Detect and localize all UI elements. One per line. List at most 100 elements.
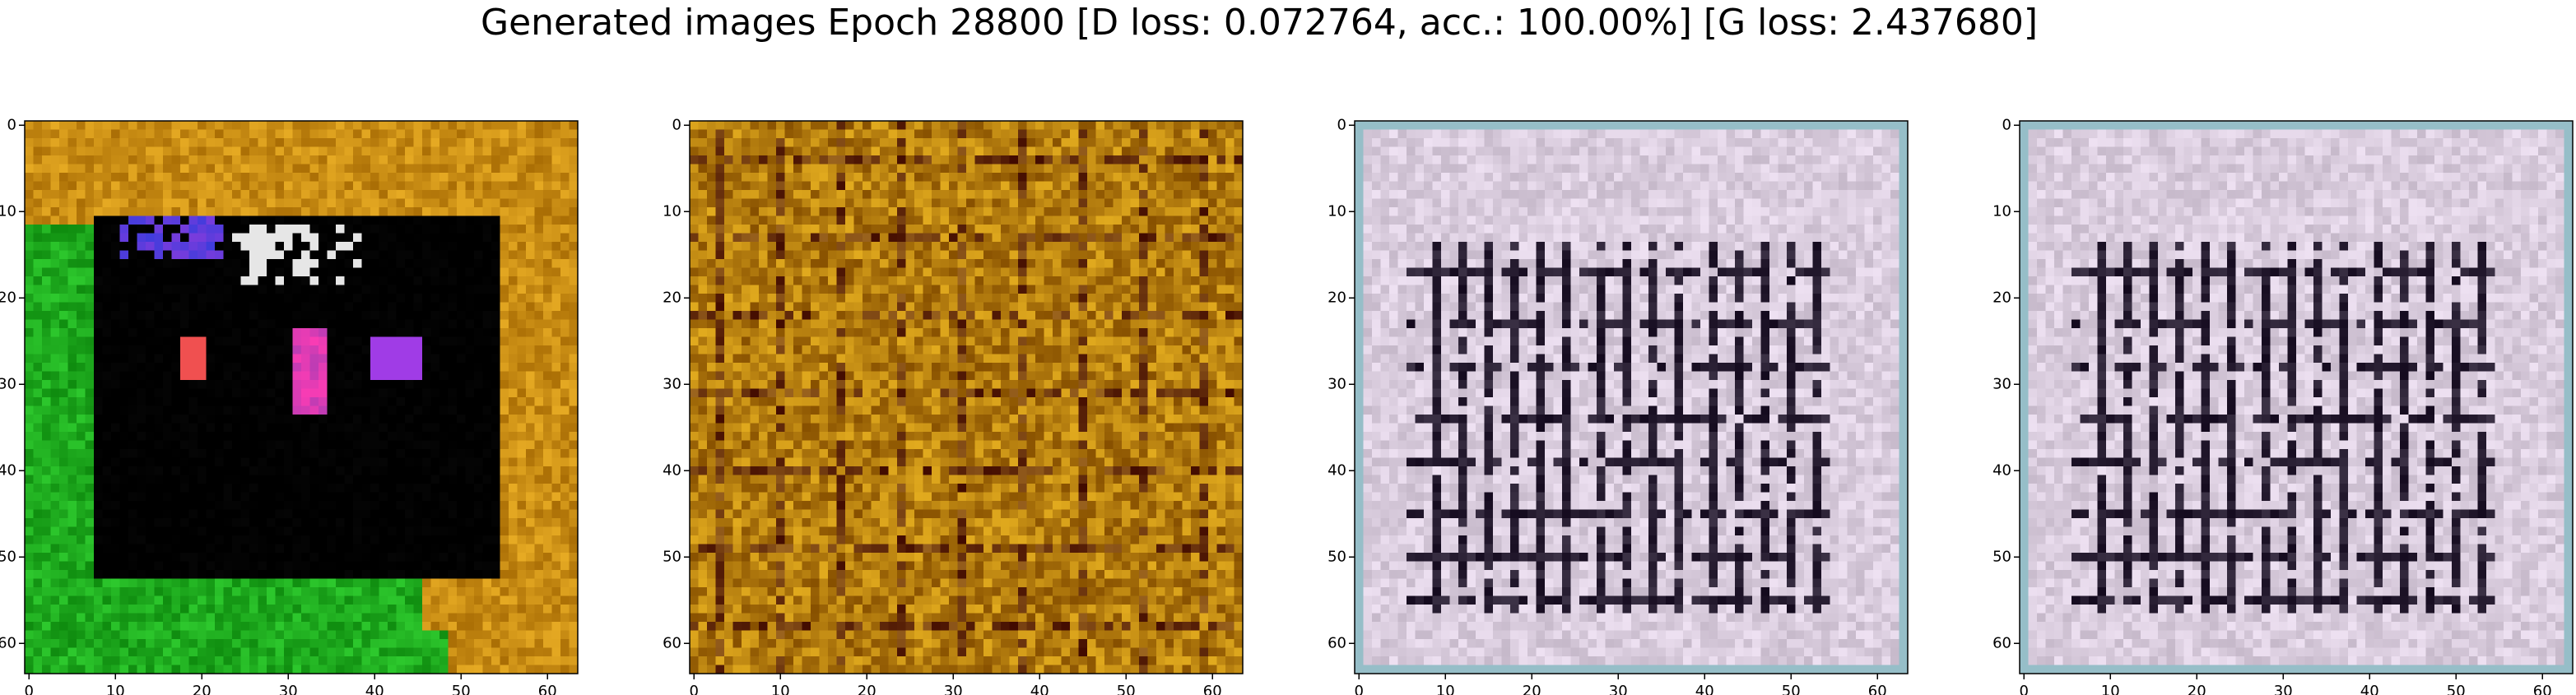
pixel	[232, 405, 241, 415]
pixel	[396, 285, 406, 294]
pixel	[163, 492, 172, 502]
pixel	[137, 553, 146, 562]
pixel	[188, 164, 198, 174]
pixel	[33, 656, 43, 665]
pixel	[793, 225, 802, 234]
pixel	[560, 501, 570, 510]
pixel	[267, 665, 276, 674]
pixel	[77, 423, 86, 433]
pixel	[430, 173, 440, 182]
pixel	[1035, 198, 1044, 208]
pixel	[128, 363, 137, 372]
pixel	[163, 129, 172, 139]
pixel	[344, 595, 354, 605]
pixel	[319, 423, 328, 433]
pixel	[301, 242, 310, 251]
pixel	[59, 570, 68, 579]
pixel	[361, 570, 371, 579]
pixel	[482, 146, 492, 156]
pixel	[422, 129, 431, 139]
pixel	[67, 647, 77, 657]
pixel	[292, 440, 302, 450]
pixel	[509, 466, 518, 475]
pixel	[344, 345, 354, 354]
pixel	[249, 526, 258, 536]
pixel	[232, 647, 241, 657]
pixel	[344, 466, 354, 475]
pixel	[474, 138, 483, 147]
pixel	[370, 233, 379, 243]
pixel	[526, 475, 535, 484]
image-panel	[25, 121, 579, 674]
pixel	[1078, 129, 1088, 139]
pixel	[309, 155, 319, 164]
pixel	[396, 164, 406, 174]
pixel	[215, 294, 224, 303]
pixel	[1174, 173, 1183, 182]
pixel	[258, 388, 267, 398]
pixel	[215, 622, 224, 631]
pixel	[370, 371, 379, 381]
pixel	[361, 138, 371, 147]
pixel	[430, 121, 440, 130]
pixel	[448, 613, 458, 623]
pixel	[292, 311, 302, 320]
pixel	[828, 233, 837, 243]
pixel	[292, 380, 302, 389]
pixel	[163, 449, 172, 458]
pixel	[77, 181, 86, 191]
pixel	[309, 656, 319, 665]
pixel	[422, 432, 431, 441]
pixel	[119, 605, 129, 614]
pixel	[232, 267, 241, 277]
pixel	[560, 570, 570, 579]
pixel	[327, 294, 337, 303]
pixel	[344, 121, 354, 130]
pixel	[551, 311, 561, 320]
pixel	[370, 423, 379, 433]
pixel	[59, 276, 68, 285]
pixel	[388, 605, 397, 614]
pixel	[67, 432, 77, 441]
pixel	[569, 336, 579, 346]
pixel	[871, 173, 881, 182]
pixel	[94, 415, 103, 424]
pixel	[336, 492, 345, 502]
pixel	[1234, 121, 1244, 130]
pixel	[983, 198, 993, 208]
pixel	[344, 492, 354, 502]
pixel	[42, 363, 51, 372]
pixel	[309, 423, 319, 433]
pixel	[275, 544, 285, 554]
pixel	[50, 363, 60, 372]
pixel	[551, 440, 561, 450]
pixel	[430, 415, 440, 424]
pixel	[1208, 173, 1217, 182]
pixel	[474, 319, 483, 329]
pixel	[59, 173, 68, 182]
pixel	[284, 449, 293, 458]
pixel	[223, 146, 233, 156]
pixel	[67, 354, 77, 364]
pixel	[1044, 129, 1053, 139]
pixel	[232, 207, 241, 216]
pixel	[509, 190, 518, 199]
pixel	[1216, 155, 1226, 164]
pixel	[1061, 190, 1071, 199]
pixel	[707, 233, 716, 243]
pixel	[715, 215, 725, 225]
pixel	[301, 656, 310, 665]
pixel	[146, 181, 155, 191]
pixel	[1087, 155, 1096, 164]
pixel	[1113, 129, 1123, 139]
pixel	[223, 198, 233, 208]
pixel	[465, 449, 475, 458]
pixel	[1070, 181, 1079, 191]
pixel	[249, 354, 258, 364]
pixel	[171, 173, 181, 182]
pixel	[940, 121, 950, 130]
pixel	[258, 233, 267, 243]
pixel	[517, 363, 527, 372]
pixel	[223, 207, 233, 216]
pixel	[206, 285, 216, 294]
